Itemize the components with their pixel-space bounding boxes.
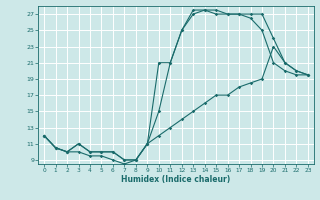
X-axis label: Humidex (Indice chaleur): Humidex (Indice chaleur) xyxy=(121,175,231,184)
